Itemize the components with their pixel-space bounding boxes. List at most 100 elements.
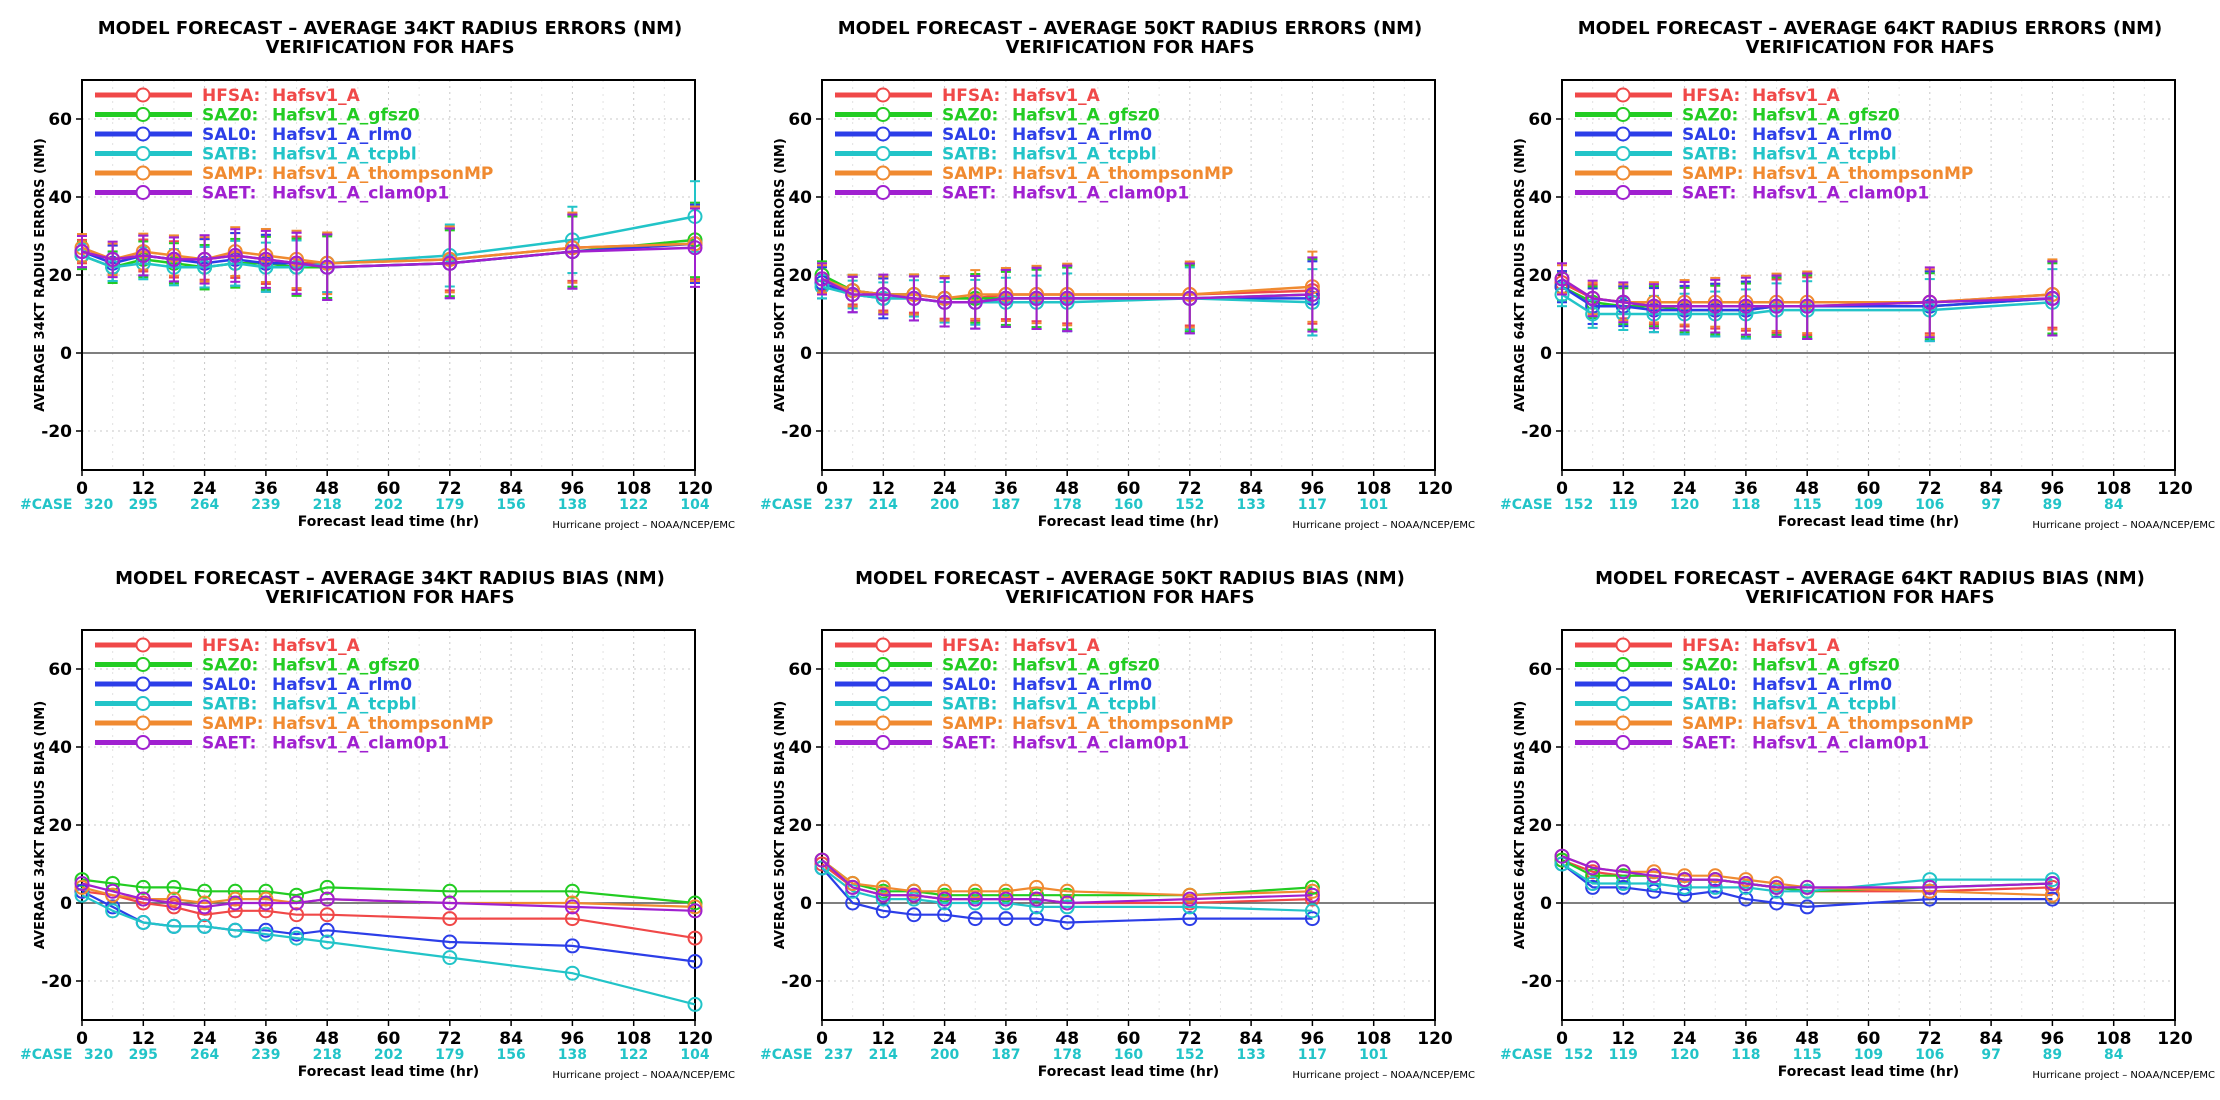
x-tick-label: 108 — [1356, 479, 1392, 499]
series-satb — [74, 887, 703, 1012]
data-point — [967, 911, 983, 927]
legend-swatch-marker — [1615, 676, 1631, 692]
data-point — [1304, 287, 1320, 302]
data-point — [258, 903, 274, 919]
data-point — [1769, 883, 1785, 899]
data-point — [1615, 868, 1631, 884]
data-point — [289, 887, 305, 903]
data-point — [687, 899, 703, 915]
x-axis-label: Forecast lead time (hr) — [1778, 1064, 1959, 1080]
x-tick-label: 84 — [1979, 479, 2003, 499]
data-point — [998, 891, 1014, 907]
data-point — [1554, 852, 1570, 868]
data-point — [258, 251, 274, 267]
legend-item-saz0: SAZ0: Hafsv1_A_gfsz0 — [95, 656, 420, 676]
data-point — [1182, 290, 1198, 306]
data-point — [197, 251, 213, 267]
data-point — [937, 907, 953, 923]
x-tick-label: 0 — [816, 1029, 828, 1049]
x-tick-label: 24 — [933, 1029, 957, 1049]
legend-label: Hafsv1_A_rlm0 — [272, 125, 412, 145]
data-point — [289, 895, 305, 911]
x-tick-label: 24 — [1673, 1029, 1697, 1049]
legend-label: Hafsv1_A_thompsonMP — [272, 164, 493, 184]
data-point — [814, 271, 830, 287]
legend-code: SATB: — [942, 695, 997, 715]
case-count: 179 — [435, 1047, 464, 1063]
data-point — [135, 879, 151, 895]
data-point — [1646, 864, 1662, 880]
legend-item-saz0: SAZ0: Hafsv1_A_gfsz0 — [95, 106, 420, 126]
x-tick-label: 72 — [438, 1029, 462, 1049]
data-point — [442, 895, 458, 911]
legend-code: HFSA: — [942, 86, 1000, 106]
legend-item-saet: SAET: Hafsv1_A_clam0p1 — [95, 734, 449, 754]
x-tick-label: 0 — [816, 479, 828, 499]
x-tick-label: 72 — [438, 479, 462, 499]
legend-label: Hafsv1_A_tcpbl — [1012, 145, 1157, 165]
data-point — [1707, 883, 1723, 899]
data-point — [1585, 860, 1601, 876]
y-tick-label: 40 — [1528, 738, 1552, 758]
chart-subtitle: VERIFICATION FOR HAFS — [265, 37, 514, 58]
data-point — [875, 879, 891, 895]
data-point — [135, 891, 151, 907]
series-saet — [1554, 260, 2060, 340]
data-point — [1029, 887, 1045, 903]
case-label: #CASE — [1500, 497, 1553, 513]
data-point — [1646, 876, 1662, 891]
case-count: 264 — [190, 497, 219, 513]
data-point — [197, 883, 213, 899]
x-tick-label: 36 — [994, 479, 1018, 499]
data-point — [1738, 891, 1754, 907]
data-point — [906, 907, 922, 923]
legend-code: SAL0: — [1682, 675, 1737, 695]
legend-label: Hafsv1_A_rlm0 — [1752, 125, 1892, 145]
y-axis-label: AVERAGE 34KT RADIUS ERRORS (NM) — [33, 138, 48, 412]
series-sal0 — [1554, 856, 2060, 915]
data-point — [1738, 876, 1754, 891]
data-point — [105, 903, 121, 919]
y-tick-label: 60 — [1528, 110, 1552, 130]
chart-subtitle: VERIFICATION FOR HAFS — [1745, 587, 1994, 608]
legend-swatch-marker — [875, 185, 891, 200]
legend-label: Hafsv1_A_clam0p1 — [272, 734, 449, 754]
data-point — [1799, 883, 1815, 899]
data-point — [166, 899, 182, 915]
legend-swatch-marker — [135, 107, 151, 122]
case-count: 160 — [1114, 1047, 1143, 1063]
data-point — [1029, 290, 1045, 306]
legend-code: SATB: — [942, 145, 997, 165]
case-count: 237 — [824, 497, 853, 513]
legend-code: SATB: — [1682, 695, 1737, 715]
data-point — [1585, 290, 1601, 306]
legend-item-sal0: SAL0: Hafsv1_A_rlm0 — [95, 125, 412, 145]
legend-label: Hafsv1_A_rlm0 — [1012, 125, 1152, 145]
data-point — [967, 895, 983, 911]
legend-item-satb: SATB: Hafsv1_A_tcpbl — [835, 145, 1157, 165]
legend-swatch-marker — [875, 126, 891, 142]
x-tick-label: 120 — [1417, 479, 1453, 499]
data-point — [319, 922, 335, 938]
legend-code: HFSA: — [942, 636, 1000, 656]
data-point — [105, 251, 121, 267]
case-count: 202 — [374, 1047, 403, 1063]
case-count: 117 — [1298, 497, 1327, 513]
legend-code: HFSA: — [1682, 86, 1740, 106]
legend-code: SAL0: — [1682, 125, 1737, 145]
chart-subtitle: VERIFICATION FOR HAFS — [1005, 37, 1254, 58]
data-point — [1677, 868, 1693, 884]
data-point — [319, 934, 335, 950]
series-line — [81, 246, 696, 269]
credit-text: Hurricane project – NOAA/NCEP/EMC — [2032, 520, 2215, 531]
data-point — [937, 883, 953, 899]
data-point — [1304, 879, 1320, 895]
data-point — [289, 926, 305, 942]
y-tick-label: 20 — [1528, 816, 1552, 836]
data-point — [1059, 883, 1075, 899]
legend-code: SAZ0: — [1682, 656, 1738, 676]
series-saet — [74, 876, 703, 919]
data-point — [1677, 879, 1693, 895]
x-tick-label: 36 — [254, 1029, 278, 1049]
data-point — [564, 895, 580, 911]
